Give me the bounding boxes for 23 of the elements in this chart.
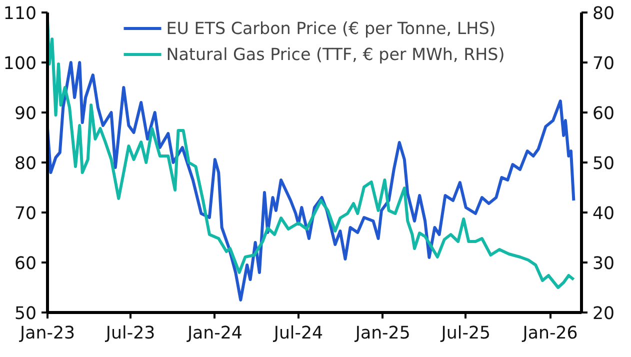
y-tick-label: 110 (3, 4, 37, 24)
y-tick-label: 100 (3, 54, 37, 74)
y-tick-label: 70 (14, 204, 37, 224)
x-tick-label: Jan-25 (354, 324, 410, 344)
x-tick-label: Jan-24 (186, 324, 242, 344)
legend-label: EU ETS Carbon Price (€ per Tonne, LHS) (166, 18, 496, 38)
y-tick-label: 60 (14, 254, 37, 274)
x-tick-label: Jan-23 (18, 324, 76, 344)
x-tick-label: Jul-23 (104, 324, 156, 344)
y2-tick-label: 80 (592, 4, 615, 24)
y2-tick-label: 60 (592, 104, 615, 124)
x-tick-label: Jul-25 (440, 324, 491, 344)
y-tick-label: 90 (14, 104, 37, 124)
x-tick-label: Jul-24 (272, 324, 324, 344)
y2-tick-label: 40 (592, 204, 615, 224)
y2-tick-label: 20 (592, 304, 615, 324)
x-tick-label: Jan-26 (522, 324, 578, 344)
legend-label: Natural Gas Price (TTF, € per MWh, RHS) (166, 44, 505, 64)
y-tick-label: 80 (14, 154, 37, 174)
y-tick-label: 50 (14, 304, 37, 324)
y2-tick-label: 70 (592, 54, 615, 74)
y2-tick-label: 30 (592, 254, 615, 274)
y2-tick-label: 50 (592, 154, 615, 174)
